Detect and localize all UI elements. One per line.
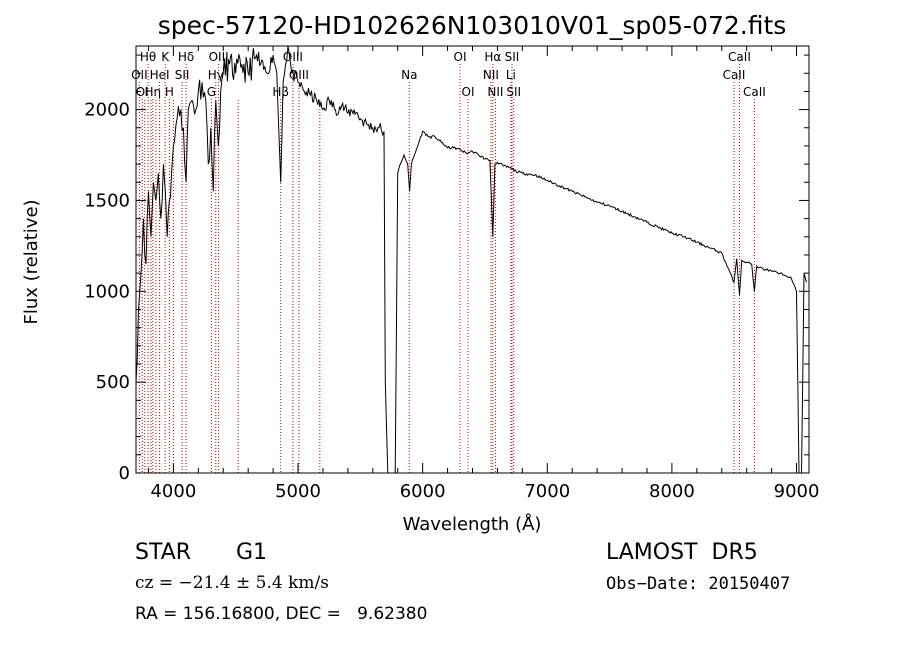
redshift-velocity: cz = −21.4 ± 5.4 km/s xyxy=(135,573,329,593)
coordinates: RA = 156.16800, DEC = 9.62380 xyxy=(135,604,428,624)
marker-label: NII xyxy=(487,85,503,99)
marker-label: NII xyxy=(483,68,499,82)
y-tick-label: 1000 xyxy=(84,281,130,302)
plot-frame xyxy=(135,45,810,474)
x-tick-label: 5000 xyxy=(275,481,321,502)
object-class: STAR xyxy=(135,540,192,565)
observation-date: Obs−Date: 20150407 xyxy=(606,574,791,594)
y-axis-label: Flux (relative) xyxy=(21,199,42,324)
x-tick-label: 7000 xyxy=(524,481,570,502)
y-tick-label: 500 xyxy=(96,372,130,393)
x-tick-label: 8000 xyxy=(649,481,695,502)
y-tick-label: 2000 xyxy=(84,100,130,121)
chart-title: spec-57120-HD102626N103010V01_sp05-072.f… xyxy=(158,11,787,40)
marker-label: SII xyxy=(175,68,190,82)
marker-label: Hβ xyxy=(272,85,289,99)
x-tick-label: 6000 xyxy=(400,481,446,502)
y-tick-label: 0 xyxy=(119,463,130,484)
y-tick-label: 1500 xyxy=(84,190,130,211)
marker-label: K xyxy=(161,50,170,64)
marker-label: CaII xyxy=(743,85,766,99)
x-axis-label: Wavelength (Å) xyxy=(403,513,542,535)
marker-label: Hη xyxy=(145,85,162,99)
y-axis-ticks: 0 500 1000 1500 2000 xyxy=(84,54,809,484)
marker-label: Hδ xyxy=(178,50,194,64)
marker-label: HeI xyxy=(150,68,170,82)
marker-label: Hθ xyxy=(140,50,156,64)
marker-label: H xyxy=(165,85,174,99)
marker-label: SII xyxy=(505,50,520,64)
object-subclass: G1 xyxy=(236,540,268,565)
marker-label: Li xyxy=(506,68,516,82)
marker-label: OI xyxy=(454,50,467,64)
marker-label: OI xyxy=(462,85,475,99)
spectrum-line xyxy=(135,45,807,474)
x-tick-label: 9000 xyxy=(774,481,820,502)
survey-name: LAMOST DR5 xyxy=(606,540,758,565)
marker-label: Hγ xyxy=(208,68,224,82)
marker-label: G xyxy=(207,85,216,99)
marker-label: CaII xyxy=(728,50,751,64)
marker-label: OII xyxy=(131,68,148,82)
marker-label: OI xyxy=(136,85,149,99)
marker-label: SII xyxy=(506,85,521,99)
marker-label: CaII xyxy=(723,68,746,82)
x-axis-ticks: 4000 5000 6000 7000 8000 9000 xyxy=(147,46,820,502)
marker-label: Hα xyxy=(484,50,501,64)
x-tick-label: 4000 xyxy=(150,481,196,502)
marker-label: Na xyxy=(401,68,417,82)
